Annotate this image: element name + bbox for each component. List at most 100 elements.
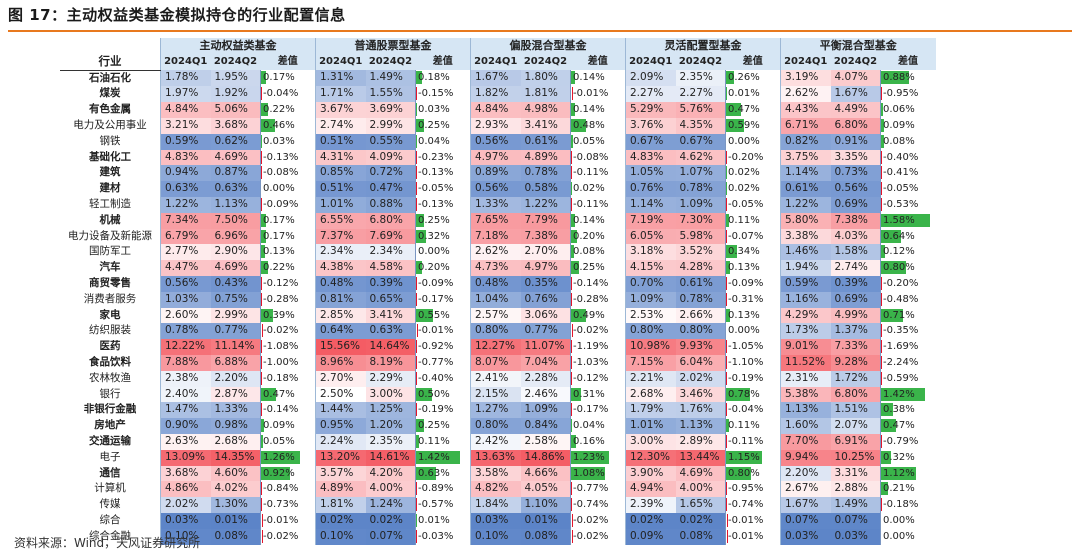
diff-cell: 0.21% <box>880 481 936 498</box>
diff-bar-negative <box>726 434 727 448</box>
diff-bar-negative <box>726 371 727 385</box>
diff-cell: -0.07% <box>725 228 781 245</box>
diff-bar-negative <box>416 87 417 101</box>
diff-cell: 0.48% <box>570 117 626 134</box>
weight-2024q1: 3.76% <box>625 117 676 134</box>
diff-value: -0.02% <box>573 325 609 337</box>
diff-value: -0.04% <box>728 404 764 416</box>
weight-2024q1: 0.70% <box>625 275 676 292</box>
sub-header-q1: 2024Q1 <box>780 53 831 71</box>
diff-bar-positive <box>881 103 883 117</box>
weight-2024q2: 0.03% <box>830 528 881 545</box>
diff-value: 0.09% <box>883 119 915 131</box>
diff-cell: 0.00% <box>725 133 781 150</box>
diff-value: -0.48% <box>883 293 919 305</box>
diff-value: 0.02% <box>573 183 605 195</box>
diff-bar-positive <box>571 261 579 275</box>
diff-cell: -1.69% <box>880 339 936 355</box>
diff-bar-negative <box>571 340 572 354</box>
diff-cell: 0.46% <box>260 117 316 134</box>
weight-2024q1: 2.68% <box>625 386 676 403</box>
diff-cell: 0.06% <box>880 102 936 118</box>
diff-bar-positive <box>416 450 461 464</box>
weight-2024q2: 0.84% <box>520 418 571 434</box>
weight-2024q2: 1.24% <box>365 497 416 513</box>
diff-bar-negative <box>416 292 417 306</box>
weight-2024q1: 1.78% <box>160 70 211 87</box>
diff-cell: 0.47% <box>260 386 316 403</box>
weight-2024q1: 0.95% <box>315 418 366 434</box>
weight-2024q2: 4.35% <box>675 117 726 134</box>
diff-value: -0.28% <box>263 293 299 305</box>
diff-value: 0.08% <box>883 135 915 147</box>
group-header-flexible-allocation: 灵活配置型基金 <box>625 38 781 54</box>
diff-bar-positive <box>726 261 731 275</box>
diff-value: -0.15% <box>418 88 454 100</box>
diff-cell: 1.26% <box>260 449 316 466</box>
diff-value: 0.03% <box>418 104 450 116</box>
diff-cell: 0.88% <box>880 70 936 87</box>
diff-value: 0.17% <box>263 230 295 242</box>
industry-name: 电子 <box>99 450 121 463</box>
weight-2024q1: 3.57% <box>315 465 366 482</box>
weight-2024q2: 2.88% <box>830 481 881 498</box>
diff-cell: -0.09% <box>725 275 781 292</box>
diff-bar-negative <box>261 87 262 101</box>
diff-bar-positive <box>726 118 745 132</box>
weight-2024q2: 6.80% <box>365 212 416 229</box>
weight-2024q1: 0.03% <box>780 528 831 545</box>
weight-2024q2: 4.00% <box>365 481 416 498</box>
diff-bar-negative <box>571 197 572 211</box>
diff-bar-negative <box>416 403 417 417</box>
diff-value: 0.00% <box>418 246 450 258</box>
diff-cell: 0.00% <box>880 528 936 545</box>
diff-bar-positive <box>261 118 276 132</box>
weight-2024q2: 2.46% <box>520 386 571 403</box>
industry-name: 煤炭 <box>99 87 121 100</box>
weight-2024q1: 2.63% <box>160 433 211 450</box>
diff-cell: 0.20% <box>570 228 626 245</box>
diff-bar-positive <box>726 387 751 401</box>
table-row: 建材 0.63% 0.63% 0.00% 0.51% 0.47% -0.05% 0.56% 0.… <box>60 181 936 197</box>
diff-cell: -0.28% <box>260 291 316 308</box>
diff-value: 0.46% <box>263 119 295 131</box>
weight-2024q1: 2.02% <box>160 497 211 513</box>
diff-value: 0.01% <box>728 88 760 100</box>
weight-2024q2: 4.62% <box>675 149 726 166</box>
weight-2024q1: 1.05% <box>625 165 676 182</box>
diff-cell: -0.77% <box>570 481 626 498</box>
diff-cell: -0.08% <box>260 165 316 182</box>
diff-value: -0.13% <box>418 198 454 210</box>
diff-value: 0.00% <box>728 135 760 147</box>
weight-2024q1: 1.04% <box>470 291 521 308</box>
industry-name: 房地产 <box>94 419 126 432</box>
diff-cell: -0.01% <box>415 323 471 340</box>
diff-value: -0.20% <box>883 277 919 289</box>
diff-value: -0.95% <box>883 88 919 100</box>
diff-bar-negative <box>881 197 882 211</box>
weight-2024q2: 0.73% <box>830 165 881 182</box>
weight-2024q2: 2.35% <box>675 70 726 87</box>
diff-value: -0.14% <box>263 404 299 416</box>
diff-bar-positive <box>881 308 904 322</box>
diff-bar-positive <box>416 419 424 433</box>
weight-2024q1: 1.47% <box>160 402 211 419</box>
diff-cell: -0.13% <box>415 196 471 213</box>
diff-bar-positive <box>881 450 891 464</box>
weight-2024q1: 7.19% <box>625 212 676 229</box>
diff-value: 0.00% <box>263 183 295 195</box>
industry-name: 有色金属 <box>89 103 131 116</box>
diff-value: 0.16% <box>573 435 605 447</box>
diff-bar-positive <box>261 419 264 433</box>
weight-2024q2: 2.28% <box>520 370 571 387</box>
industry-name: 商贸零售 <box>89 276 131 289</box>
diff-cell: 0.92% <box>260 465 316 482</box>
diff-value: -0.12% <box>263 277 299 289</box>
weight-2024q2: 1.13% <box>210 196 261 213</box>
weight-2024q2: 2.68% <box>210 433 261 450</box>
weight-2024q1: 2.27% <box>625 86 676 103</box>
diff-value: 0.88% <box>883 72 915 84</box>
weight-2024q1: 0.02% <box>625 512 676 529</box>
diff-cell: -0.18% <box>260 370 316 387</box>
weight-2024q1: 1.01% <box>625 418 676 434</box>
